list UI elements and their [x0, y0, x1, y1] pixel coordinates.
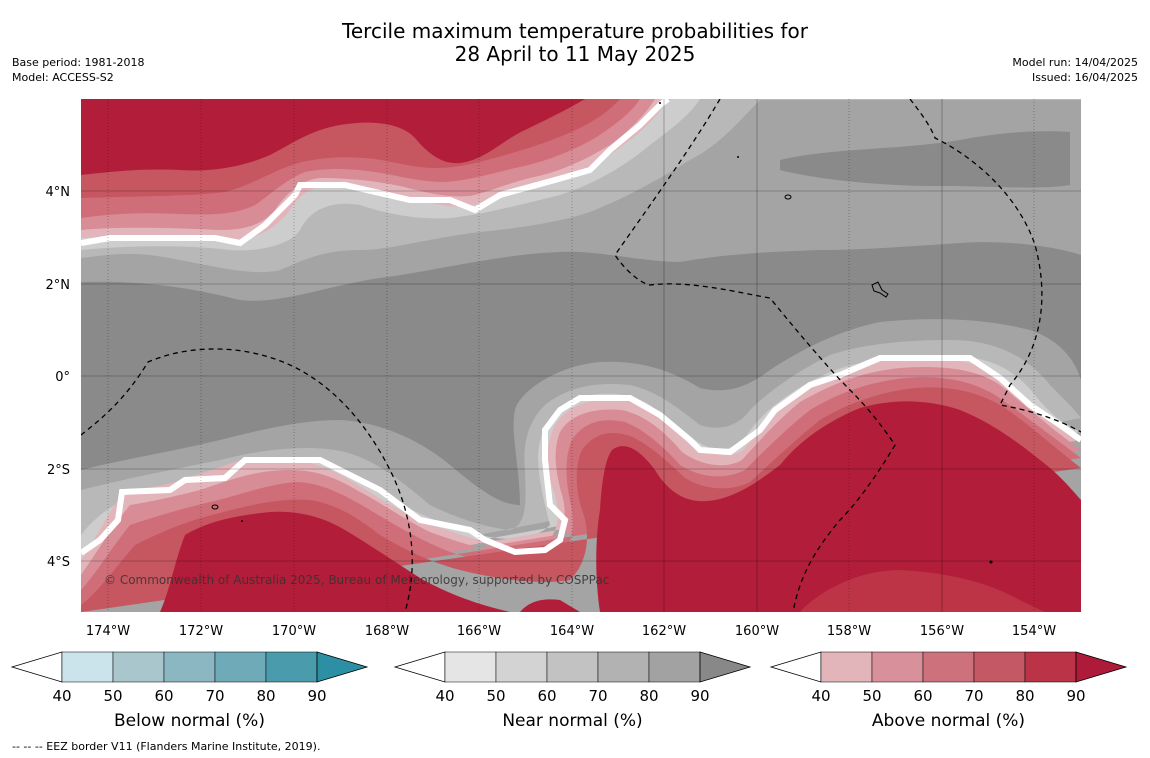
- colorbar-tick: 40: [435, 687, 454, 705]
- near-normal-band-north-inner: [780, 131, 1070, 188]
- colorbar-tick: 60: [913, 687, 932, 705]
- colorbar-segment: [648, 651, 701, 683]
- eez-border: [81, 348, 413, 612]
- colorbar-segment: [820, 651, 873, 683]
- colorbar-above-normal: 40 50 60 70 80 90 Above normal (%): [769, 651, 1128, 731]
- colorbar-segment: [444, 651, 497, 683]
- copyright-text: © Commonwealth of Australia 2025, Bureau…: [104, 573, 609, 587]
- colorbar-near-normal: 40 50 60 70 80 90 Near normal (%): [393, 651, 752, 731]
- title-line-1: Tercile maximum temperature probabilitie…: [342, 19, 808, 43]
- colorbar-segment: [973, 651, 1026, 683]
- colorbar-extend-high: [1075, 651, 1128, 683]
- colorbar-tick: 80: [1015, 687, 1034, 705]
- colorbar-tick: 60: [537, 687, 556, 705]
- lon-label: 156°W: [920, 624, 964, 639]
- colorbar-label: Below normal (%): [114, 711, 265, 731]
- map-plot-area: [81, 99, 1081, 612]
- lon-label: 172°W: [179, 624, 223, 639]
- colorbar-tick: 80: [639, 687, 658, 705]
- grid-lines: [81, 99, 1081, 612]
- longitude-labels: 174°W 172°W 170°W 168°W 166°W 164°W 162°…: [86, 624, 1056, 639]
- lon-label: 174°W: [86, 624, 130, 639]
- meta-right: Model run: 14/04/2025 Issued: 16/04/2025: [1012, 55, 1138, 85]
- island-outline: [989, 560, 993, 564]
- category-boundary-north: [81, 99, 670, 247]
- colorbar-extend-low: [769, 651, 822, 683]
- colorbar-label: Near normal (%): [502, 711, 642, 731]
- colorbar-tick: 70: [588, 687, 607, 705]
- colorbar-segment: [61, 651, 114, 683]
- lat-label: 4°N: [46, 185, 71, 200]
- meta-left: Base period: 1981-2018 Model: ACCESS-S2: [12, 55, 144, 85]
- colorbar-tick: 60: [154, 687, 173, 705]
- lon-label: 162°W: [642, 624, 686, 639]
- colorbar-segment: [265, 651, 318, 683]
- colorbar-tick: 70: [964, 687, 983, 705]
- model-name: Model: ACCESS-S2: [12, 71, 114, 84]
- colorbar-extend-low: [393, 651, 446, 683]
- lat-label: 0°: [55, 370, 70, 385]
- map-title: Tercile maximum temperature probabilitie…: [0, 20, 1150, 66]
- colorbar-segment: [214, 651, 267, 683]
- colorbar-tick: 50: [862, 687, 881, 705]
- lon-label: 158°W: [827, 624, 871, 639]
- colorbar-extend-high: [316, 651, 369, 683]
- colorbar-tick: 40: [811, 687, 830, 705]
- category-boundary-south: [81, 355, 1081, 556]
- lon-label: 164°W: [550, 624, 594, 639]
- colorbar-segment: [1024, 651, 1077, 683]
- base-period: Base period: 1981-2018: [12, 56, 145, 69]
- island-outline: [659, 102, 661, 104]
- colorbar-extend-high: [699, 651, 752, 683]
- lon-label: 160°W: [735, 624, 779, 639]
- title-line-2: 28 April to 11 May 2025: [454, 42, 696, 66]
- lon-label: 170°W: [272, 624, 316, 639]
- island-outline: [871, 281, 889, 298]
- eez-footnote: -- -- -- EEZ border V11 (Flanders Marine…: [12, 740, 321, 753]
- colorbar-below-normal: 40 50 60 70 80 90 Below normal (%): [10, 651, 369, 731]
- lon-label: 166°W: [457, 624, 501, 639]
- lat-label: 2°N: [46, 278, 71, 293]
- colorbar-tick: 50: [486, 687, 505, 705]
- model-run: Model run: 14/04/2025: [1012, 56, 1138, 69]
- colorbar-tick: 90: [1066, 687, 1085, 705]
- colorbar-segment: [597, 651, 650, 683]
- lat-label: 2°S: [47, 463, 70, 478]
- lon-label: 154°W: [1012, 624, 1056, 639]
- colorbar-segment: [163, 651, 216, 683]
- eez-border: [614, 99, 896, 612]
- island-outline: [784, 194, 792, 200]
- above-normal-south-90-east: [596, 401, 1081, 612]
- above-normal-north-90: [81, 99, 585, 175]
- eez-border: [909, 99, 1081, 433]
- probability-map: © Commonwealth of Australia 2025, Bureau…: [10, 99, 1128, 731]
- colorbar-segment: [871, 651, 924, 683]
- above-normal-south-90: [160, 511, 510, 612]
- colorbar-tick: 40: [52, 687, 71, 705]
- lon-label: 168°W: [365, 624, 409, 639]
- island-outline: [737, 156, 739, 158]
- colorbar-tick: 50: [103, 687, 122, 705]
- colorbar-tick: 90: [307, 687, 326, 705]
- island-outline: [211, 504, 219, 510]
- above-normal-south-90-patch: [520, 599, 580, 612]
- colorbar-tick: 90: [690, 687, 709, 705]
- lat-label: 4°S: [47, 555, 70, 570]
- colorbar-label: Above normal (%): [872, 711, 1025, 731]
- colorbar-segment: [112, 651, 165, 683]
- island-outline: [241, 520, 243, 522]
- colorbar-segment: [495, 651, 548, 683]
- latitude-labels: 4°N 2°N 0° 2°S 4°S: [46, 185, 71, 570]
- colorbar-tick: 70: [205, 687, 224, 705]
- colorbar-tick: 80: [256, 687, 275, 705]
- colorbar-segment: [546, 651, 599, 683]
- above-normal-south-80-inner: [800, 570, 1045, 612]
- colorbar-segment: [922, 651, 975, 683]
- issued-date: Issued: 16/04/2025: [1031, 71, 1138, 84]
- colorbar-extend-low: [10, 651, 63, 683]
- eez-borders: [81, 99, 1081, 612]
